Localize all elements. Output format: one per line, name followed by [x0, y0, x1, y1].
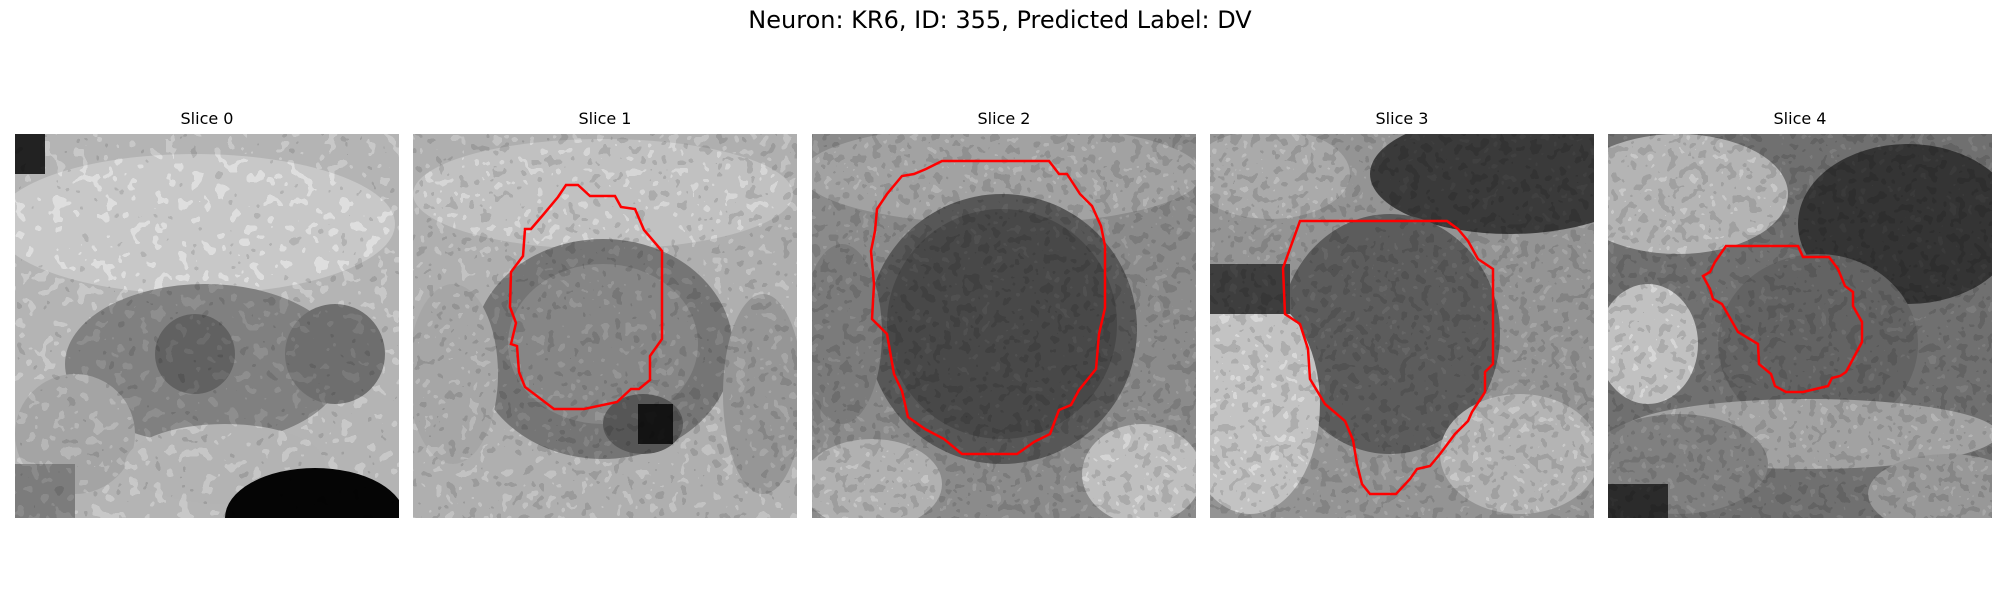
- slice-title: Slice 0: [180, 109, 234, 128]
- microscopy-image: [1608, 134, 1992, 518]
- figure-title: Neuron: KR6, ID: 355, Predicted Label: D…: [748, 6, 1252, 34]
- microscopy-image: [15, 134, 399, 518]
- segmentation-contour: [1281, 219, 1495, 496]
- slice-title: Slice 2: [977, 109, 1031, 128]
- slice-title: Slice 1: [578, 109, 632, 128]
- slice-title: Slice 4: [1773, 109, 1827, 128]
- segmentation-contour: [1701, 244, 1864, 394]
- microscopy-image: [413, 134, 797, 518]
- slice-panel-4: Slice 4: [1608, 108, 1992, 518]
- microscopy-image: [1210, 134, 1594, 518]
- slice-panel-2: Slice 2: [812, 108, 1196, 518]
- slice-panel-3: Slice 3: [1210, 108, 1594, 518]
- slice-title: Slice 3: [1375, 109, 1429, 128]
- microscopy-image: [812, 134, 1196, 518]
- slice-panel-0: Slice 0: [15, 108, 399, 518]
- slice-panel-1: Slice 1: [413, 108, 797, 518]
- segmentation-contour: [869, 159, 1107, 456]
- segmentation-contour: [508, 183, 664, 411]
